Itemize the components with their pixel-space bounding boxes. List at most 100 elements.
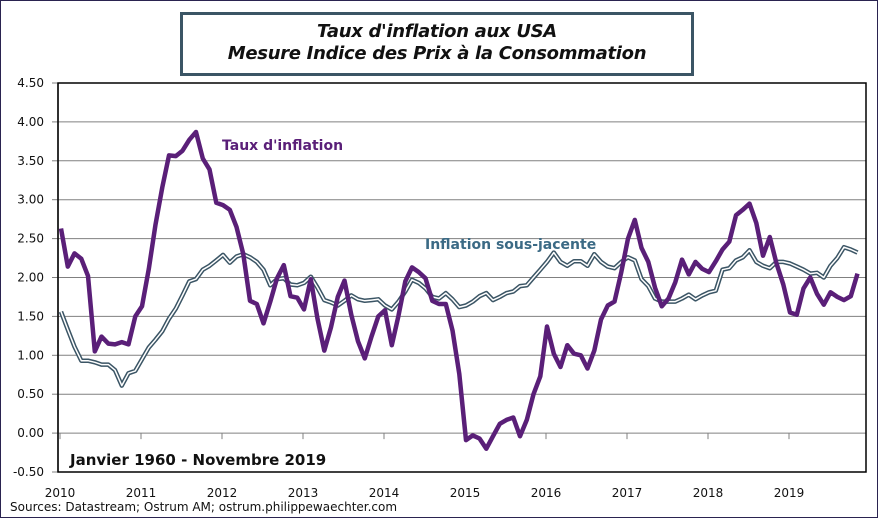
data-point: [619, 260, 623, 264]
y-tick-label: 1.50: [17, 309, 44, 323]
data-point: [788, 311, 792, 315]
data-point: [653, 297, 657, 301]
data-point: [147, 346, 151, 350]
data-point: [437, 297, 441, 301]
data-point: [120, 384, 124, 388]
data-point: [295, 283, 299, 287]
data-point: [66, 328, 70, 332]
data-point: [376, 314, 380, 318]
data-point: [390, 343, 394, 347]
data-point: [208, 264, 212, 268]
data-point: [140, 304, 144, 308]
points-headline: [59, 130, 860, 451]
data-point: [781, 283, 785, 287]
data-point: [268, 300, 272, 304]
data-point: [424, 286, 428, 290]
data-point: [410, 278, 414, 282]
x-tick-label: 2017: [612, 486, 643, 500]
data-point: [714, 289, 718, 293]
data-point: [73, 345, 77, 349]
data-point: [498, 295, 502, 299]
data-point: [235, 225, 239, 229]
data-point: [167, 153, 171, 157]
data-point: [262, 321, 266, 325]
x-tick-label: 2010: [45, 486, 76, 500]
data-point: [228, 261, 232, 265]
data-point: [795, 265, 799, 269]
data-point: [241, 252, 245, 256]
data-point: [397, 300, 401, 304]
data-point: [565, 343, 569, 347]
data-point: [79, 359, 83, 363]
data-point: [660, 300, 664, 304]
data-point: [302, 281, 306, 285]
x-tick-label: 2015: [450, 486, 481, 500]
data-point: [734, 213, 738, 217]
data-point: [140, 357, 144, 361]
data-point: [93, 349, 97, 353]
data-point: [640, 246, 644, 250]
data-point: [363, 299, 367, 303]
data-point: [106, 363, 110, 367]
data-point: [329, 300, 333, 304]
data-point: [565, 264, 569, 268]
data-point: [606, 265, 610, 269]
data-point: [208, 167, 212, 171]
data-point: [640, 277, 644, 281]
data-point: [181, 149, 185, 153]
data-point: [646, 284, 650, 288]
data-point: [748, 202, 752, 206]
chart-title-box: Taux d'inflation aux USA Mesure Indice d…: [180, 12, 694, 76]
data-point: [538, 374, 542, 378]
y-tick-label: 1.00: [17, 348, 44, 362]
data-point: [275, 277, 279, 281]
data-point: [734, 258, 738, 262]
data-point: [363, 356, 367, 360]
data-point: [842, 245, 846, 249]
data-point: [748, 248, 752, 252]
data-point: [835, 295, 839, 299]
y-tick-label: 3.50: [17, 154, 44, 168]
data-point: [295, 296, 299, 300]
data-point: [646, 260, 650, 264]
data-point: [478, 437, 482, 441]
data-point: [221, 253, 225, 257]
data-point: [147, 267, 151, 271]
data-point: [255, 260, 259, 264]
data-point: [727, 266, 731, 270]
data-point: [471, 433, 475, 437]
data-point: [680, 258, 684, 262]
data-point: [572, 352, 576, 356]
data-point: [289, 283, 293, 287]
x-tick-label: 2018: [693, 486, 724, 500]
data-point: [403, 279, 407, 283]
data-point: [741, 255, 745, 259]
period-annotation: Janvier 1960 - Novembre 2019: [69, 451, 326, 469]
data-point: [410, 265, 414, 269]
data-point: [559, 260, 563, 264]
data-point: [673, 280, 677, 284]
data-point: [700, 267, 704, 271]
data-point: [761, 264, 765, 268]
data-point: [59, 310, 63, 314]
data-point: [694, 260, 698, 264]
data-point: [59, 227, 63, 231]
data-point: [268, 283, 272, 287]
data-point: [775, 260, 779, 264]
data-point: [761, 254, 765, 258]
data-point: [187, 138, 191, 142]
data-point: [349, 293, 353, 297]
data-point: [842, 298, 846, 302]
data-point: [545, 260, 549, 264]
data-point: [329, 325, 333, 329]
series-headline-inflation: [58, 129, 860, 451]
data-point: [714, 259, 718, 263]
y-tick-label: -0.50: [13, 465, 44, 479]
x-tick-label: 2012: [207, 486, 238, 500]
data-point: [579, 259, 583, 263]
data-point: [856, 251, 860, 255]
data-point: [613, 300, 617, 304]
y-tick-label: 3.00: [17, 193, 44, 207]
data-point: [754, 260, 758, 264]
data-point: [579, 353, 583, 357]
